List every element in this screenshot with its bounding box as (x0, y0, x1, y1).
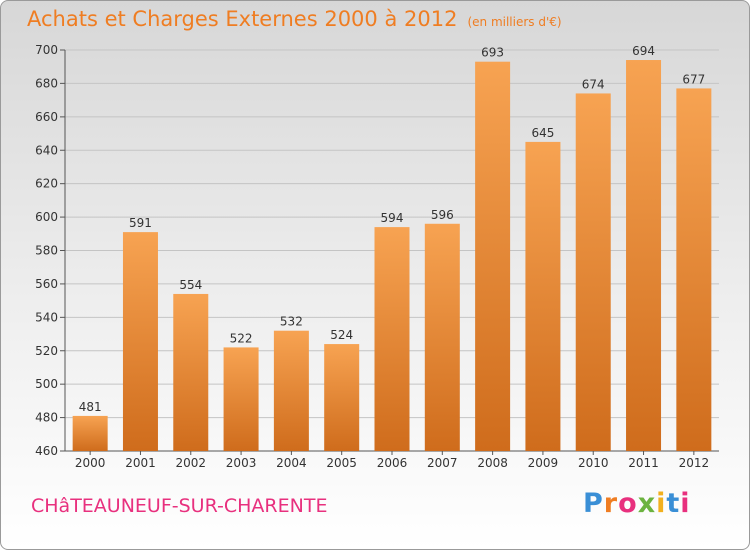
value-label-2000: 481 (79, 400, 102, 414)
x-tick-label-2010: 2010 (578, 456, 609, 470)
value-label-2005: 524 (330, 328, 353, 342)
y-tick-label: 700 (35, 43, 58, 57)
bars (72, 60, 712, 452)
x-tick-label-2000: 2000 (75, 456, 106, 470)
y-tick-label: 640 (35, 143, 58, 157)
bar-2000 (72, 415, 108, 451)
y-tick-label: 520 (35, 344, 58, 358)
x-tick-label-2011: 2011 (628, 456, 659, 470)
logo-letter: r (603, 488, 619, 519)
bar-2010 (575, 93, 611, 452)
logo-letter: P (583, 488, 604, 519)
x-tick-label-2004: 2004 (276, 456, 307, 470)
y-tick-label: 560 (35, 277, 58, 291)
axes: 460 480 500 520 540 560 580 600 620 640 660 680 700 2… (35, 43, 719, 470)
bar-2011 (626, 60, 662, 452)
chart-title-text: Achats et Charges Externes 2000 à 2012 (27, 7, 458, 31)
x-tick-label-2012: 2012 (679, 456, 710, 470)
y-tick-label: 480 (35, 411, 58, 425)
y-tick-label: 540 (35, 310, 58, 324)
value-label-2002: 554 (179, 278, 202, 292)
y-tick-label: 580 (35, 244, 58, 258)
bar-2005 (324, 344, 360, 451)
value-label-2007: 596 (431, 208, 454, 222)
logo-letter: i (680, 488, 691, 519)
value-label-2011: 694 (632, 44, 655, 58)
bar-2003 (223, 347, 259, 451)
x-tick-label-2006: 2006 (377, 456, 408, 470)
y-tick-label: 460 (35, 444, 58, 458)
logo-letter: o (618, 488, 638, 519)
value-label-2010: 674 (582, 77, 605, 91)
y-tick-label: 680 (35, 76, 58, 90)
chart-subtitle: (en milliers d'€) (467, 15, 562, 29)
value-label-2012: 677 (682, 72, 705, 86)
value-label-2001: 591 (129, 216, 152, 230)
logo-letter: i (656, 488, 667, 519)
bar-2002 (173, 293, 209, 451)
bar-2006 (374, 227, 410, 451)
bar-2008 (475, 61, 511, 452)
y-tick-label: 660 (35, 110, 58, 124)
bar-2001 (122, 232, 158, 451)
value-label-2008: 693 (481, 46, 504, 60)
x-tick-label-2002: 2002 (175, 456, 206, 470)
location-name: CHâTEAUNEUF-SUR-CHARENTE (31, 495, 328, 517)
bar-2004 (273, 330, 309, 451)
x-tick-label-2001: 2001 (125, 456, 156, 470)
bar-2007 (424, 223, 460, 451)
logo-letter: x (637, 488, 657, 519)
x-tick-label-2009: 2009 (528, 456, 559, 470)
proxiti-logo: Proxiti (583, 488, 691, 519)
y-tick-label: 500 (35, 377, 58, 391)
bar-2009 (525, 141, 561, 452)
value-label-2006: 594 (381, 211, 404, 225)
chart-title: Achats et Charges Externes 2000 à 2012 (e… (27, 7, 562, 31)
x-tick-label-2008: 2008 (477, 456, 508, 470)
value-label-2009: 645 (531, 126, 554, 140)
value-label-2003: 522 (230, 331, 253, 345)
x-tick-label-2005: 2005 (326, 456, 357, 470)
labels: 481 591 554 522 532 524 594 596 693 645 674 694 677 (79, 44, 706, 414)
x-tick-label-2003: 2003 (226, 456, 257, 470)
bar-2012 (676, 88, 712, 451)
value-label-2004: 532 (280, 315, 303, 329)
y-tick-label: 620 (35, 177, 58, 191)
logo-letter: t (666, 488, 681, 519)
x-tick-label-2007: 2007 (427, 456, 458, 470)
y-tick-label: 600 (35, 210, 58, 224)
